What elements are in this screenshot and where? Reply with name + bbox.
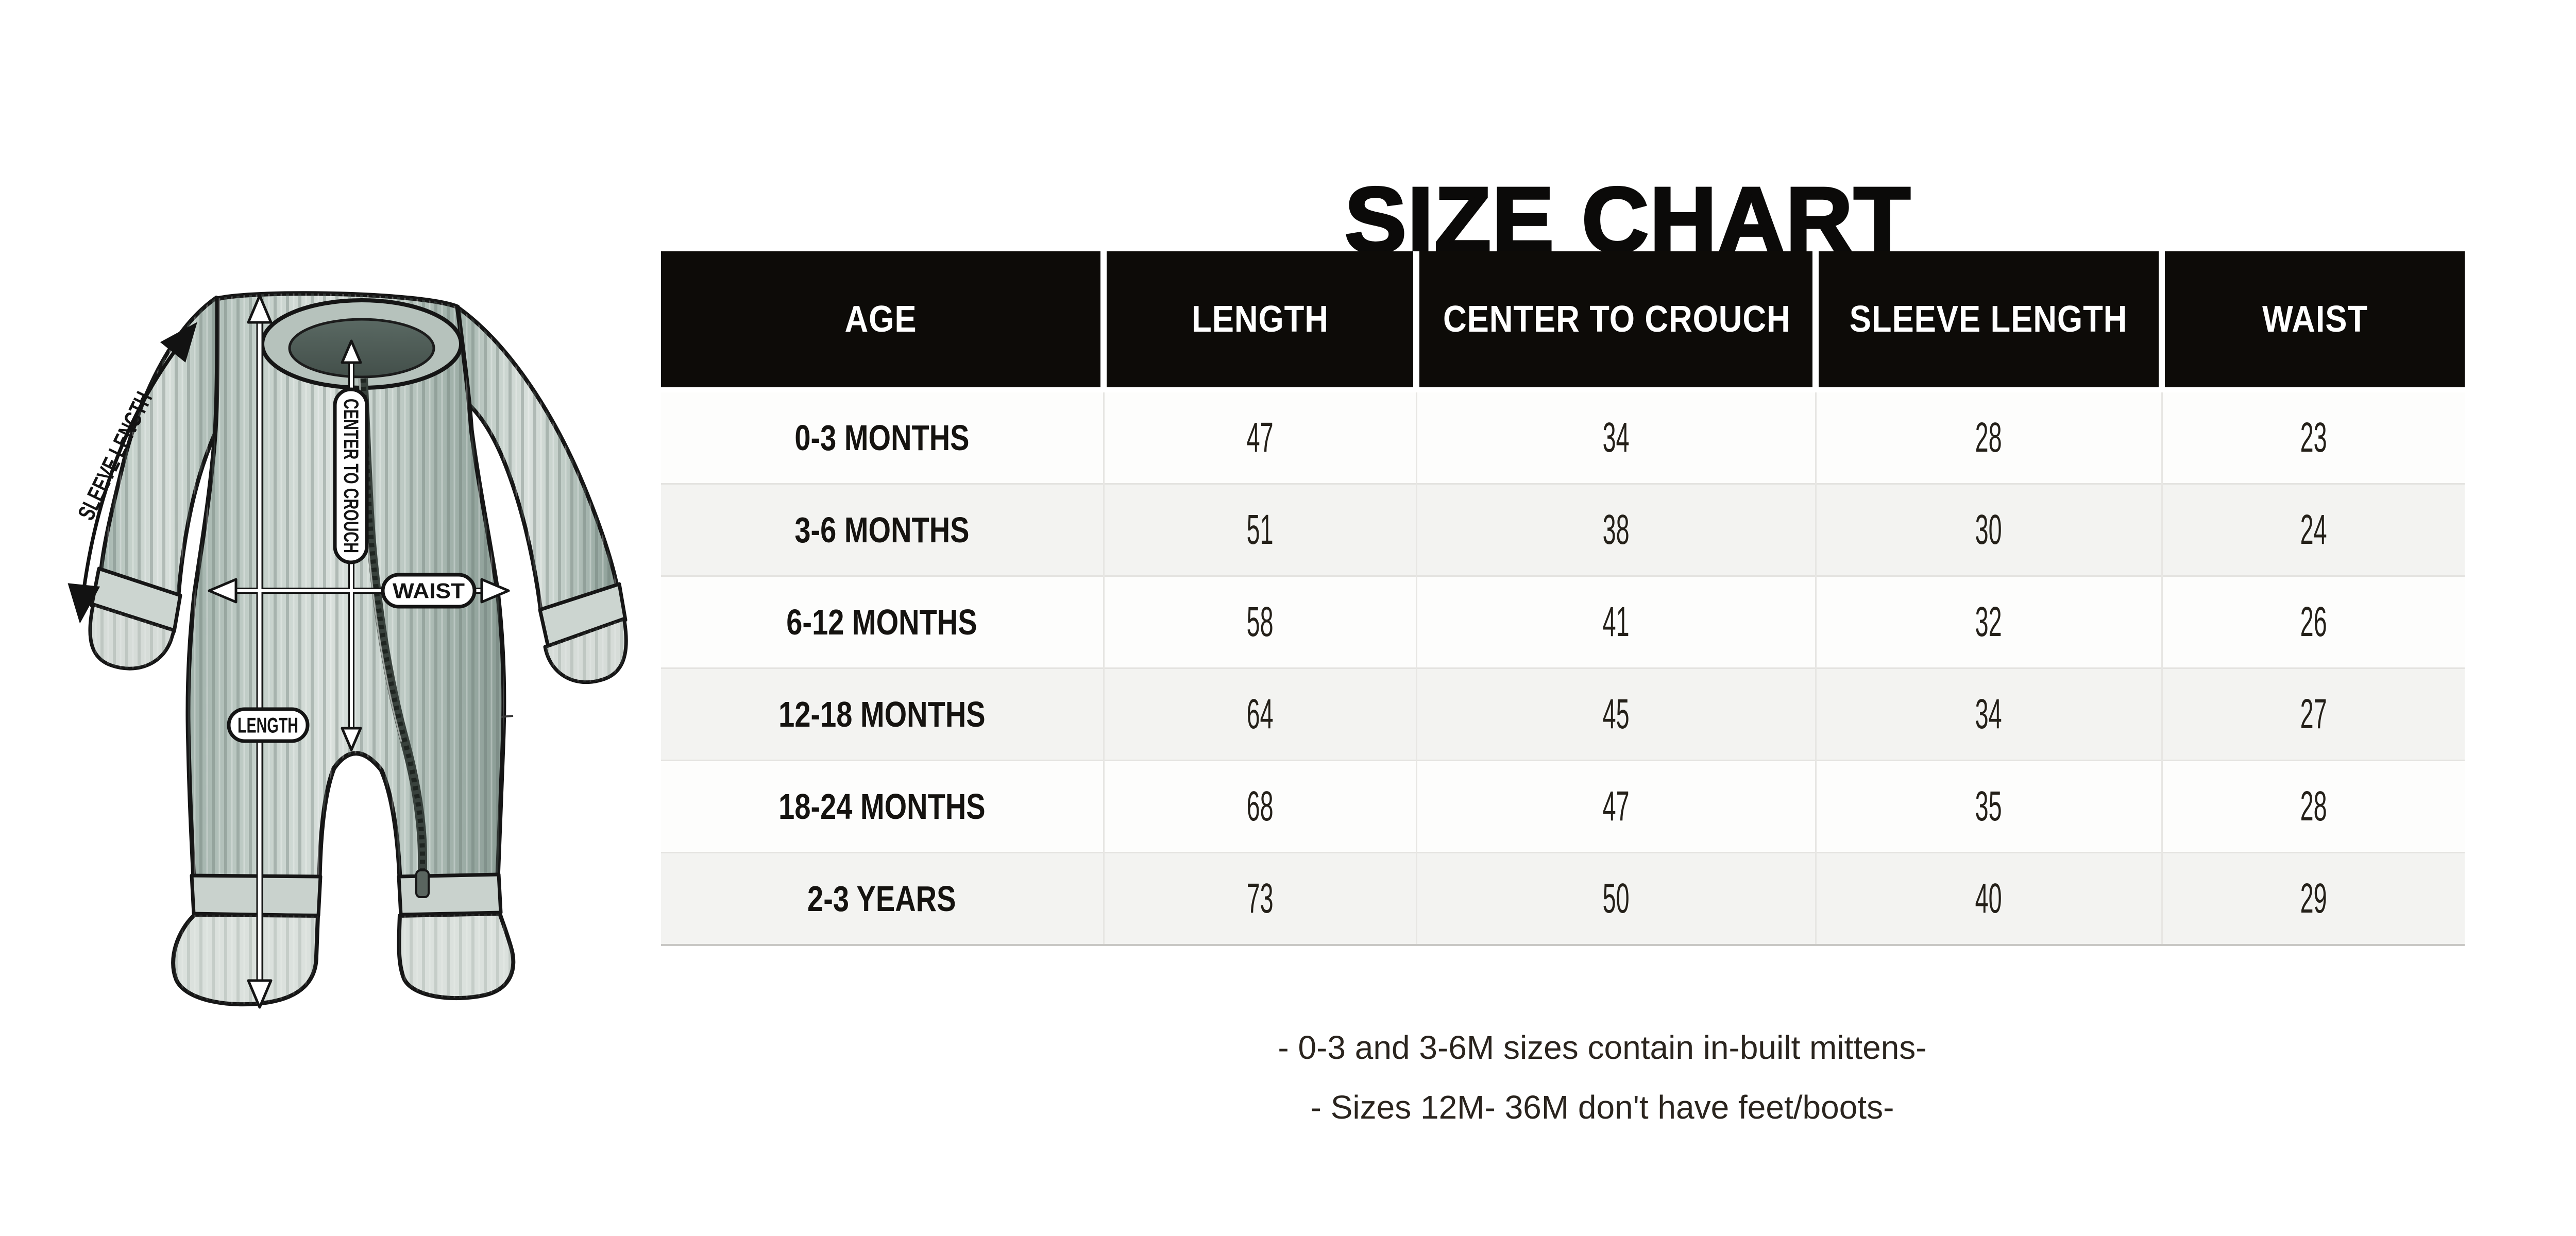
center-to-crouch-cell: 50 [1415, 852, 1816, 946]
age-cell: 0-3 MONTHS [661, 390, 1104, 484]
table-row: 2-3 YEARS 73 50 40 29 [661, 852, 2465, 946]
waist-pill [381, 573, 477, 609]
header-center-to-crouch: CENTER TO CROUCH [1413, 251, 1819, 392]
side-seam-tick [501, 715, 514, 718]
table-row: 18-24 MONTHS 68 47 35 28 [661, 760, 2465, 853]
age-cell: 2-3 YEARS [661, 852, 1104, 946]
waist-cell: 24 [2161, 483, 2465, 576]
sleeve-length-cell: 28 [1815, 390, 2162, 484]
length-cell: 68 [1103, 760, 1416, 853]
waist-arrow-right [480, 578, 510, 604]
waist-cell: 29 [2161, 852, 2465, 946]
header-waist: WAIST [2159, 251, 2465, 392]
footer-notes: - 0-3 and 3-6M sizes contain in-built mi… [665, 1031, 2540, 1151]
length-cell: 64 [1103, 667, 1416, 761]
length-label: LENGTH [238, 713, 298, 737]
zipper-pull [415, 869, 430, 898]
age-cell: 18-24 MONTHS [661, 760, 1104, 853]
table-row: 6-12 MONTHS 58 41 32 26 [661, 575, 2465, 668]
size-table-body: 0-3 MONTHS 47 34 28 23 3-6 MONTHS 51 38 … [661, 390, 2465, 946]
table-row: 0-3 MONTHS 47 34 28 23 [661, 390, 2465, 484]
length-arrow-down [247, 979, 273, 1009]
center-to-crouch-pill [333, 387, 369, 564]
center-to-crouch-cell: 41 [1415, 575, 1816, 668]
waist-cell: 28 [2161, 760, 2465, 853]
length-cell: 47 [1103, 390, 1416, 484]
waist-label: WAIST [393, 579, 465, 603]
header-length: LENGTH [1100, 251, 1419, 392]
length-cell: 73 [1103, 852, 1416, 946]
center-to-crouch-cell: 47 [1415, 760, 1816, 853]
sleeve-length-cell: 40 [1815, 852, 2162, 946]
waist-arrow-left [208, 578, 238, 604]
center-to-crouch-cell: 34 [1415, 390, 1816, 484]
header-sleeve-length: SLEEVE LENGTH [1812, 251, 2165, 392]
crouch-arrow-down [341, 727, 362, 751]
crouch-arrow-up [341, 339, 362, 364]
age-cell: 12-18 MONTHS [661, 667, 1104, 761]
length-cell: 51 [1103, 483, 1416, 576]
right-ankle-cuff [397, 872, 503, 917]
header-age: AGE [661, 251, 1107, 392]
center-to-crouch-cell: 38 [1415, 483, 1816, 576]
size-table: AGE LENGTH CENTER TO CROUCH SLEEVE LENGT… [661, 251, 2465, 946]
length-pill [227, 707, 310, 743]
length-cell: 58 [1103, 575, 1416, 668]
center-to-crouch-cell: 45 [1415, 667, 1816, 761]
table-row: 3-6 MONTHS 51 38 30 24 [661, 483, 2465, 576]
age-cell: 6-12 MONTHS [661, 575, 1104, 668]
sleeve-length-arrow [67, 322, 197, 624]
note-mittens: - 0-3 and 3-6M sizes contain in-built mi… [1278, 1029, 1927, 1066]
age-cell: 3-6 MONTHS [661, 483, 1104, 576]
length-arrow-up [247, 294, 273, 324]
table-row: 12-18 MONTHS 64 45 34 27 [661, 667, 2465, 761]
center-to-crouch-label: CENTER TO CROUCH [340, 399, 362, 553]
waist-cell: 27 [2161, 667, 2465, 761]
note-feet: - Sizes 12M- 36M don't have feet/boots- [1310, 1089, 1894, 1126]
sleeve-length-cell: 35 [1815, 760, 2162, 853]
collar-opening [288, 318, 435, 379]
sleeve-length-cell: 34 [1815, 667, 2162, 761]
left-ankle-cuff [190, 873, 323, 918]
header-row: AGE LENGTH CENTER TO CROUCH SLEEVE LENGT… [661, 251, 2465, 392]
waist-cell: 26 [2161, 575, 2465, 668]
waist-cell: 23 [2161, 390, 2465, 484]
sleeve-length-cell: 32 [1815, 575, 2162, 668]
garment-diagram: SLEEVE LENGTH CENTER TO CROUCH W [67, 291, 628, 1009]
sleeve-length-cell: 30 [1815, 483, 2162, 576]
